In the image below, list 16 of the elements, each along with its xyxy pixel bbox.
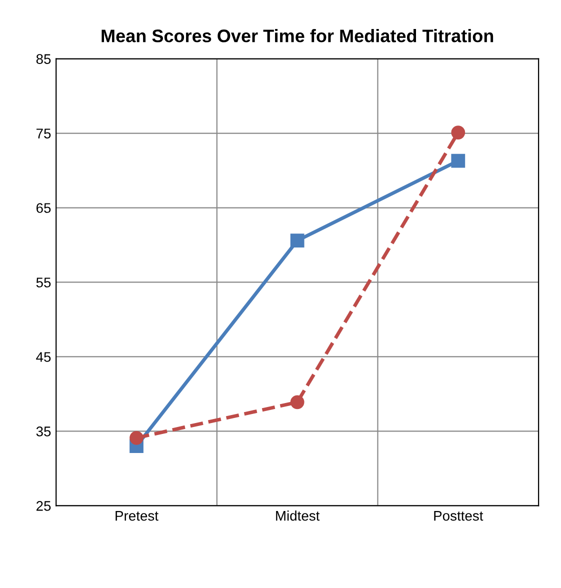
y-tick-label: 65 [36, 203, 51, 213]
y-tick-label: 45 [36, 352, 51, 362]
x-tick-label: Midtest [276, 510, 320, 521]
chart-title: Mean Scores Over Time for Mediated Titration [102, 29, 494, 42]
x-tick-label: Posttest [434, 511, 484, 521]
point [290, 234, 304, 248]
point [290, 395, 304, 410]
point [130, 430, 144, 445]
point [451, 126, 466, 140]
x-tick-label: Pretest [116, 511, 158, 521]
y-tick-label: 25 [36, 501, 51, 511]
y-tick-label: 55 [36, 278, 51, 288]
point [451, 154, 466, 168]
y-tick-label: 85 [36, 54, 51, 64]
y-tick-label: 35 [36, 426, 51, 436]
y-tick-label: 75 [36, 128, 51, 138]
